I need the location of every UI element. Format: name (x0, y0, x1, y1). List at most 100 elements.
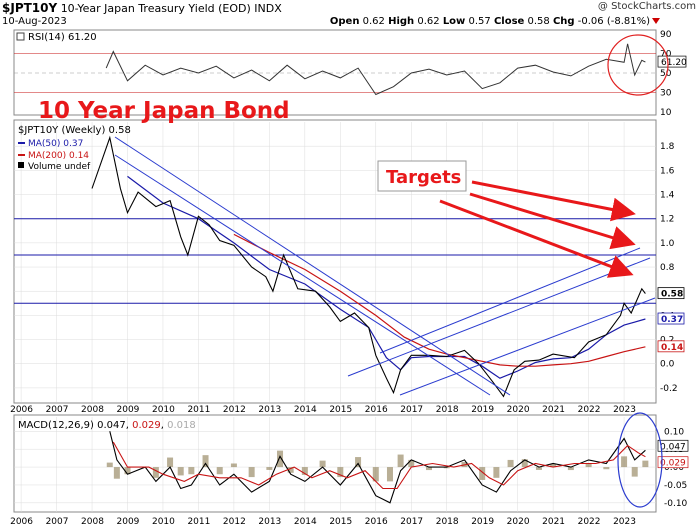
x-tick-label: 2023 (613, 517, 636, 527)
macd-histogram-bar (124, 467, 131, 475)
high-label: High (388, 16, 415, 27)
x-tick-label: 2012 (223, 517, 246, 527)
x-tick-label: 2006 (10, 405, 33, 415)
macd-histogram-bar (113, 467, 120, 479)
x-tick-label: 2011 (187, 517, 210, 527)
down-arrow-icon (652, 18, 660, 24)
x-tick-label: 2015 (329, 405, 352, 415)
chg-value: -0.06 (-8.81%) (577, 16, 650, 27)
trend-line-lower-decline (114, 154, 491, 396)
x-tick-label: 2011 (187, 405, 210, 415)
price-value-tags: 0.58 0.37 0.14 (657, 287, 685, 353)
price-tick-label: 1.4 (660, 191, 675, 201)
date-label: 10-Aug-2023 (2, 16, 67, 27)
price-tick-label: 1.2 (660, 215, 674, 225)
macd-histogram-bar (301, 467, 308, 475)
annotation-title: 10 Year Japan Bond (38, 98, 290, 124)
high-value: 0.62 (417, 16, 440, 27)
rsi-line (105, 43, 646, 96)
ma200-legend: MA(200) 0.14 (28, 151, 89, 161)
annotation-targets: Targets (386, 167, 461, 188)
macd-histogram-bar (230, 463, 237, 468)
ma50-line (127, 175, 646, 379)
x-tick-label: 2018 (436, 405, 459, 415)
macd-histogram-bar (507, 459, 514, 468)
target-arrow-1 (471, 180, 636, 222)
macd-histogram-bar (621, 456, 628, 468)
macd-histogram-bar (408, 459, 415, 468)
price-tag-box (657, 340, 685, 353)
macd-histogram-bar (567, 467, 574, 471)
macd-histogram-bar (152, 467, 159, 478)
ma200-line (233, 233, 646, 367)
rsi-tag-box (657, 55, 687, 68)
price-tag-label: 0.37 (661, 315, 683, 325)
macd-histogram-bar (319, 460, 326, 468)
rsi-tick-label: 10 (660, 108, 672, 118)
macd-histogram-bar (603, 467, 610, 470)
volume-legend: Volume undef (28, 162, 91, 172)
rsi-tick-label: 50 (660, 69, 672, 79)
macd-histogram-bar (521, 459, 528, 468)
trend-line-channel-upper (347, 257, 651, 377)
x-tick-label: 2008 (81, 517, 104, 527)
volume-legend-swatch (18, 162, 24, 168)
price-tick-label: 0.0 (660, 360, 675, 370)
trend-line-channel-mid (399, 297, 656, 396)
low-label: Low (442, 16, 466, 27)
instrument-name: 10-Year Japan Treasury Yield (EOD) (60, 2, 251, 15)
rsi-highlight-circle (607, 34, 669, 96)
macd-histogram-bar (631, 467, 638, 477)
price-title: $JPT10Y (Weekly) 0.58 (18, 125, 131, 136)
price-tick-labels: 1.81.61.41.21.00.80.60.40.20.0-0.2 (660, 142, 678, 394)
macd-tick-label: -0.05 (664, 481, 687, 491)
x-tick-label: 2013 (258, 517, 281, 527)
macd-histogram-bar (106, 462, 113, 468)
macd-signal-line (112, 441, 646, 490)
x-tick-label: 2013 (258, 405, 281, 415)
price-grid (14, 122, 656, 402)
macd-tag-label: 0.029 (660, 459, 686, 469)
macd-histogram-bar (585, 463, 592, 468)
close-value: 0.58 (527, 16, 550, 27)
targets-box (377, 160, 467, 192)
macd-histogram-bar (216, 467, 223, 475)
macd-tick-label: 0.10 (664, 427, 684, 437)
macd-histogram-bar (266, 467, 273, 470)
x-tick-label: 2009 (117, 405, 140, 415)
macd-histogram-bar (386, 467, 393, 482)
macd-histogram-bar (642, 460, 649, 468)
rsi-grid (14, 53, 656, 93)
macd-series-group (106, 431, 649, 504)
price-tick-label: 1.6 (660, 166, 675, 176)
x-tick-label: 2020 (507, 405, 530, 415)
macd-tag-box (657, 439, 689, 452)
price-tag-box (657, 287, 685, 300)
macd-tick-label: -0.10 (664, 499, 688, 509)
trend-line-channel-top (379, 247, 641, 354)
price-panel-frame (13, 119, 657, 404)
x-tick-label: 2007 (46, 517, 69, 527)
x-tick-label: 2023 (613, 405, 636, 415)
close-label: Close (493, 16, 525, 27)
price-tag-label: 0.58 (661, 290, 683, 300)
rsi-line-group (105, 43, 646, 96)
x-tick-label: 2012 (223, 405, 246, 415)
rsi-tick-label: 90 (660, 30, 672, 40)
x-tick-label: 2022 (578, 517, 601, 527)
symbol-label: $JPT10Y (2, 1, 58, 15)
macd-histogram-bar (287, 467, 294, 473)
x-tick-label: 2008 (81, 405, 104, 415)
x-axis-labels-macd: 2006 2007 2008 2009 2010 2011 2012 2013 2014 2015… (10, 517, 636, 527)
macd-histogram-bar (277, 450, 284, 468)
low-value: 0.57 (468, 16, 491, 27)
x-tick-label: 2015 (329, 517, 352, 527)
macd-panel-frame (13, 414, 657, 513)
x-tick-label: 2021 (542, 517, 565, 527)
macd-histogram-bar (493, 467, 500, 478)
macd-line (109, 431, 646, 504)
macd-histogram-bar (425, 467, 432, 471)
price-tick-label: 1.8 (660, 142, 675, 152)
